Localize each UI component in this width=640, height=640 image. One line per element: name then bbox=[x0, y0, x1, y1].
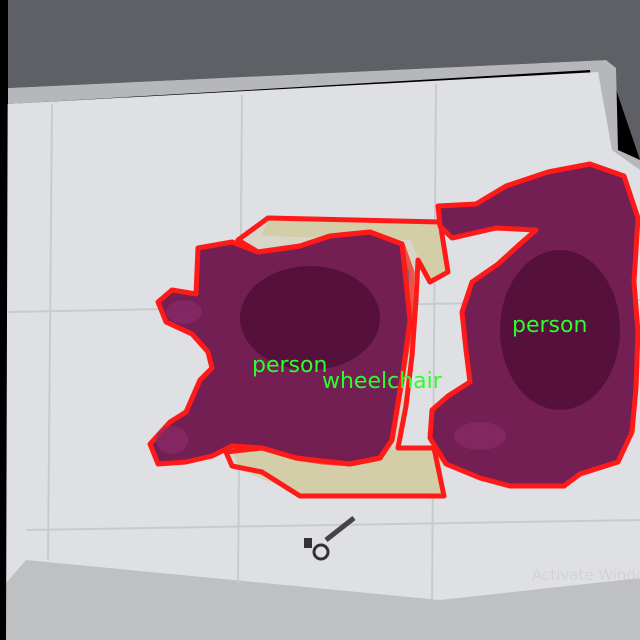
floor-object bbox=[304, 516, 356, 561]
wheelchair-mask bbox=[223, 215, 451, 499]
label-person-left: person bbox=[252, 353, 327, 378]
wall-trim bbox=[8, 60, 640, 175]
floor-bottom bbox=[0, 560, 640, 640]
mask-details bbox=[156, 250, 620, 454]
left-strip bbox=[0, 0, 8, 640]
label-wheelchair: wheelchair bbox=[322, 369, 443, 394]
wall-top bbox=[8, 0, 640, 160]
watermark-text: Activate Windo bbox=[532, 566, 640, 584]
wheelchair-frame bbox=[232, 218, 448, 494]
label-person-right: person bbox=[512, 313, 587, 338]
